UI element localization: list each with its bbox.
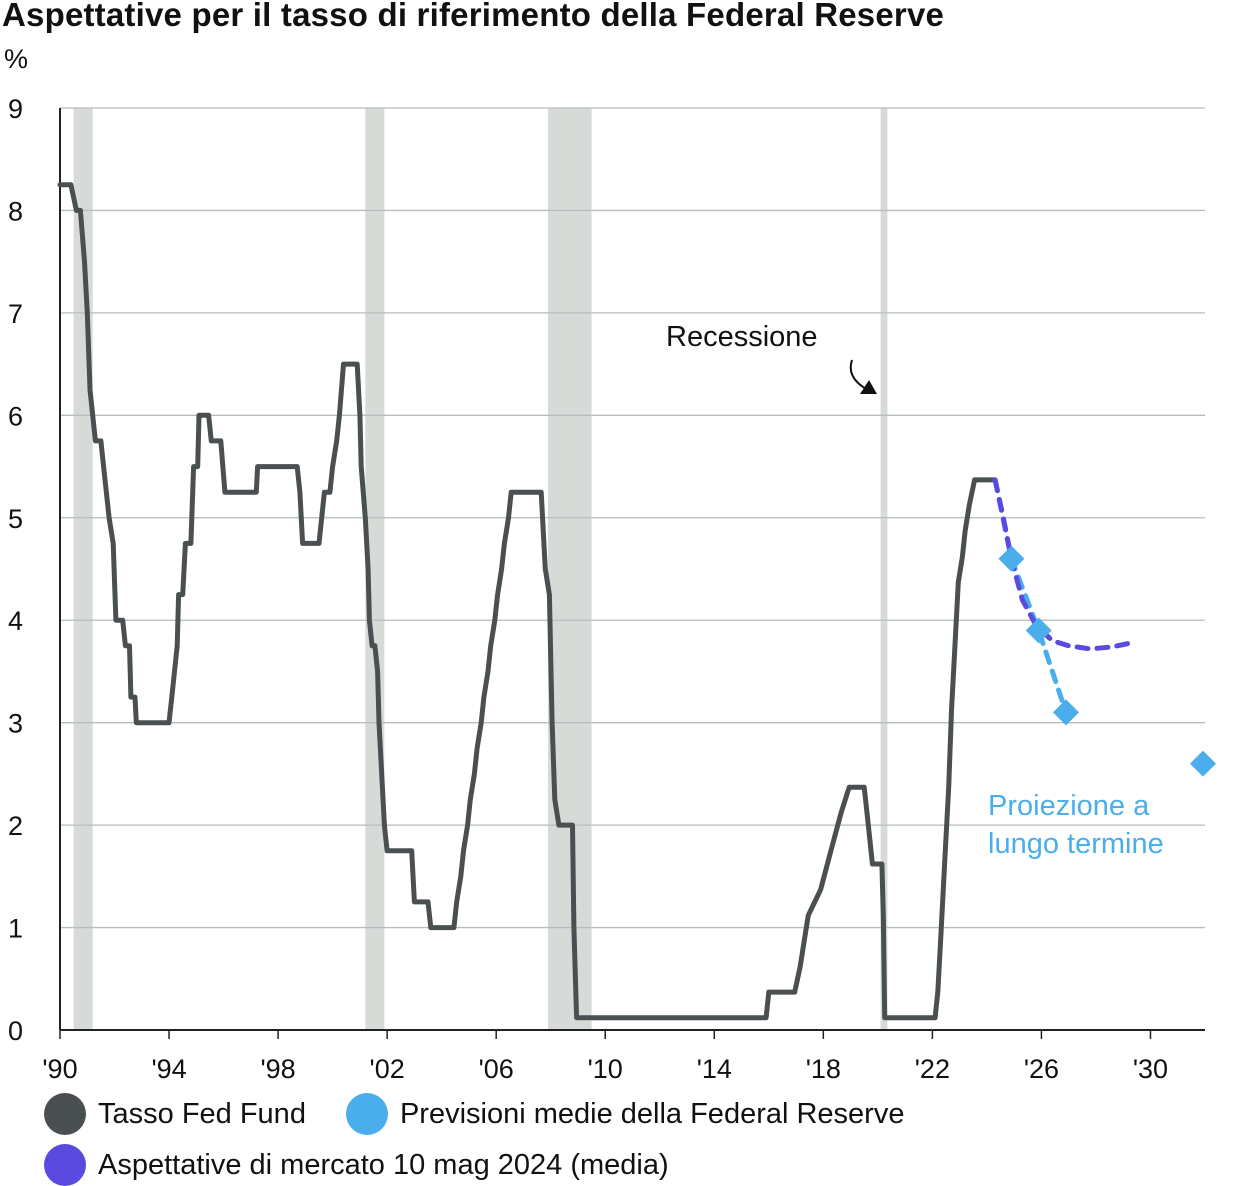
- fed-projection-marker: [998, 545, 1025, 572]
- fed-projection-marker: [1052, 699, 1079, 726]
- y-tick-label: 9: [8, 94, 23, 124]
- y-tick-label: 0: [8, 1016, 23, 1046]
- series-fed-projection-line: [992, 477, 1069, 715]
- legend-label-fed-fund: Tasso Fed Fund: [98, 1097, 306, 1130]
- recession-annotation-arrowhead: [860, 380, 877, 394]
- x-tick-label: '30: [1133, 1054, 1168, 1084]
- x-tick-label: '18: [806, 1054, 841, 1084]
- recession-band: [547, 108, 592, 1030]
- legend-label-market-expectations: Aspettative di mercato 10 mag 2024 (medi…: [98, 1148, 669, 1181]
- recession-annotation-arrow: [849, 359, 869, 391]
- y-tick-label: 6: [8, 401, 23, 431]
- legend-label-fed-projections: Previsioni medie della Federal Reserve: [399, 1097, 905, 1130]
- x-tick-label: '22: [915, 1054, 950, 1084]
- y-tick-label: 1: [8, 914, 23, 944]
- y-tick-label: 7: [8, 299, 23, 329]
- legend-item-fed-projections: Previsioni medie della Federal Reserve: [345, 1093, 905, 1135]
- recession-band: [365, 108, 385, 1030]
- legend-row-1: Tasso Fed Fund Previsioni medie della Fe…: [44, 1093, 944, 1135]
- y-tick-label: 4: [8, 606, 23, 636]
- x-tick-label: '02: [370, 1054, 405, 1084]
- legend-item-market-expectations: Aspettative di mercato 10 mag 2024 (medi…: [44, 1144, 669, 1186]
- recession-band: [880, 108, 888, 1030]
- y-tick-label: 5: [8, 504, 23, 534]
- series-fed-fund-line: [57, 182, 998, 1021]
- x-tick-label: '14: [697, 1054, 732, 1084]
- legend-swatch-fed-projections: [345, 1093, 388, 1135]
- x-tick-label: '94: [151, 1054, 186, 1084]
- legend-swatch-market-expectations: [44, 1144, 86, 1186]
- long-term-annotation-line2: lungo termine: [988, 828, 1164, 860]
- legend-row-2: Aspettative di mercato 10 mag 2024 (medi…: [44, 1144, 709, 1186]
- legend-item-fed-fund: Tasso Fed Fund: [44, 1093, 306, 1135]
- x-tick-label: '06: [479, 1054, 514, 1084]
- long-term-annotation-line1: Proiezione a: [988, 790, 1150, 822]
- x-tick-label: '90: [42, 1054, 77, 1084]
- x-tick-label: '26: [1024, 1054, 1059, 1084]
- y-unit-label: %: [4, 44, 29, 74]
- chart-title: Aspettative per il tasso di riferimento …: [2, 0, 945, 33]
- y-tick-label: 8: [8, 196, 23, 226]
- recession-annotation: Recessione: [666, 321, 818, 353]
- fed-projection-marker: [1025, 617, 1052, 644]
- long-term-projection-marker: [1190, 750, 1216, 777]
- x-tick-label: '98: [261, 1054, 296, 1084]
- legend-swatch-fed-fund: [44, 1093, 86, 1135]
- x-tick-label: '10: [588, 1054, 623, 1084]
- y-tick-label: 3: [8, 709, 23, 739]
- y-tick-label: 2: [8, 811, 23, 841]
- chart-area: 0 1 2 3 4 5 6 7 8 9 '90 '94 '98 '02 '06 '10 '14 '18 '22 '26…: [8, 94, 1216, 1084]
